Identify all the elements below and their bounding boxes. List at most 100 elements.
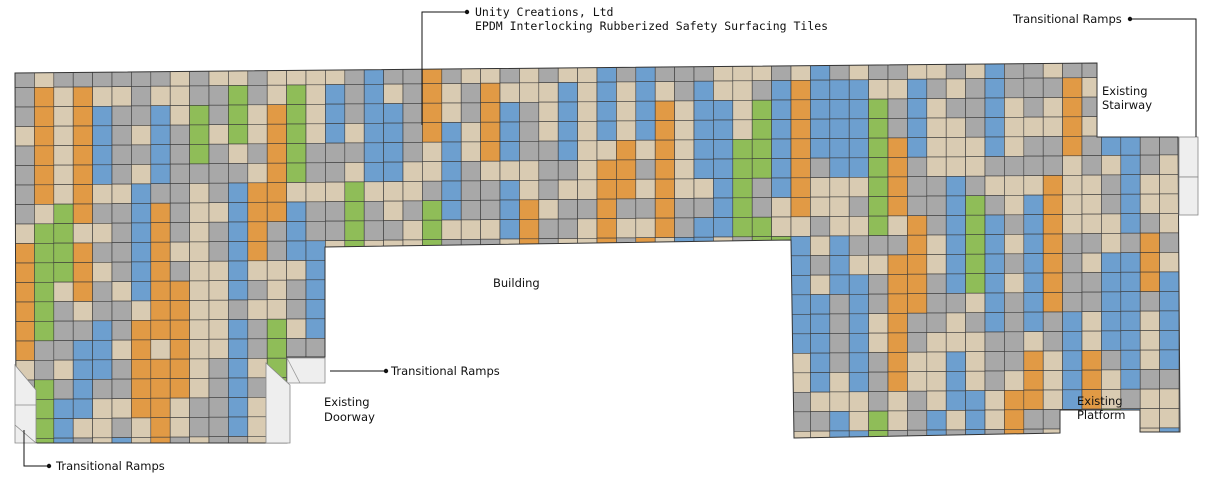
- tile: [363, 278, 384, 300]
- tile: [965, 136, 986, 157]
- tile: [965, 195, 986, 216]
- tile: [635, 81, 656, 102]
- tile: [363, 317, 384, 339]
- tile: [1120, 388, 1141, 410]
- tile: [887, 196, 908, 217]
- tile: [53, 184, 74, 205]
- tile: [460, 317, 481, 338]
- tile: [228, 85, 249, 106]
- tile: [305, 240, 326, 261]
- tile: [1139, 388, 1160, 409]
- tile: [771, 177, 792, 198]
- tile: [208, 85, 229, 106]
- tile: [732, 119, 753, 140]
- tile: [325, 84, 346, 105]
- tile: [72, 86, 93, 107]
- tile: [34, 437, 55, 443]
- tile: [654, 256, 675, 277]
- tile: [344, 103, 365, 124]
- tile: [15, 204, 35, 225]
- tile: [693, 178, 714, 199]
- tile: [131, 417, 152, 438]
- tile: [1159, 76, 1180, 97]
- tile: [577, 413, 598, 434]
- tile: [53, 320, 74, 341]
- tile: [228, 163, 249, 184]
- tile: [92, 378, 113, 400]
- tile: [771, 314, 792, 335]
- tile: [34, 223, 55, 244]
- tile: [635, 100, 656, 121]
- tile: [131, 398, 152, 419]
- tile: [1159, 154, 1180, 175]
- tile: [499, 102, 520, 123]
- tile: [150, 124, 171, 145]
- tile: [596, 393, 617, 414]
- tile: [519, 413, 540, 435]
- tile: [325, 357, 346, 378]
- tile: [1139, 174, 1160, 195]
- tile: [228, 280, 249, 301]
- tile: [732, 392, 753, 413]
- tile: [72, 340, 93, 361]
- tile: [402, 64, 423, 85]
- tile: [848, 216, 869, 237]
- tile: [557, 82, 578, 103]
- tile: [926, 429, 947, 443]
- tile: [402, 259, 423, 280]
- tile: [286, 201, 307, 222]
- tile: [1159, 388, 1180, 409]
- tile: [150, 183, 171, 204]
- tile: [1062, 136, 1083, 157]
- tile: [72, 281, 93, 302]
- tile: [92, 67, 113, 88]
- tile: [441, 317, 462, 338]
- tile: [848, 118, 869, 139]
- tile: [1062, 253, 1083, 274]
- tile: [1042, 272, 1063, 293]
- tile: [1023, 194, 1044, 215]
- tile: [693, 295, 714, 316]
- tile: [984, 78, 1005, 99]
- tile: [150, 339, 171, 360]
- tile: [984, 63, 1005, 79]
- tile: [577, 393, 598, 415]
- tile: [848, 430, 869, 443]
- tile: [984, 409, 1005, 430]
- tile: [72, 203, 93, 224]
- tile: [247, 416, 268, 437]
- tile: [616, 120, 637, 141]
- tile: [247, 143, 268, 164]
- tile: [538, 218, 559, 239]
- tile: [926, 312, 947, 333]
- tile: [926, 215, 947, 236]
- tile: [557, 160, 578, 181]
- tile: [460, 434, 481, 443]
- tile: [713, 295, 734, 316]
- tile: [325, 142, 346, 163]
- tile: [363, 337, 384, 358]
- tile: [111, 203, 132, 224]
- tile: [460, 102, 481, 123]
- tile: [596, 218, 617, 239]
- tile: [616, 296, 637, 317]
- tile: [1004, 292, 1025, 313]
- manufacturer-label: Unity Creations, Ltd: [475, 5, 613, 19]
- tile: [169, 202, 190, 223]
- tile: [383, 278, 404, 299]
- tile: [887, 391, 908, 412]
- tile: [499, 316, 520, 337]
- tile: [829, 196, 850, 217]
- tile: [868, 196, 889, 217]
- tile: [480, 160, 501, 181]
- tile: [907, 117, 928, 138]
- tile: [1159, 232, 1180, 253]
- tile: [286, 318, 307, 339]
- tile: [363, 298, 384, 319]
- tile: [189, 339, 210, 360]
- tile: [228, 416, 249, 437]
- tile: [829, 235, 850, 256]
- tile: [984, 156, 1005, 177]
- tile: [1062, 77, 1083, 98]
- doorway-label-line2: Doorway: [324, 410, 375, 424]
